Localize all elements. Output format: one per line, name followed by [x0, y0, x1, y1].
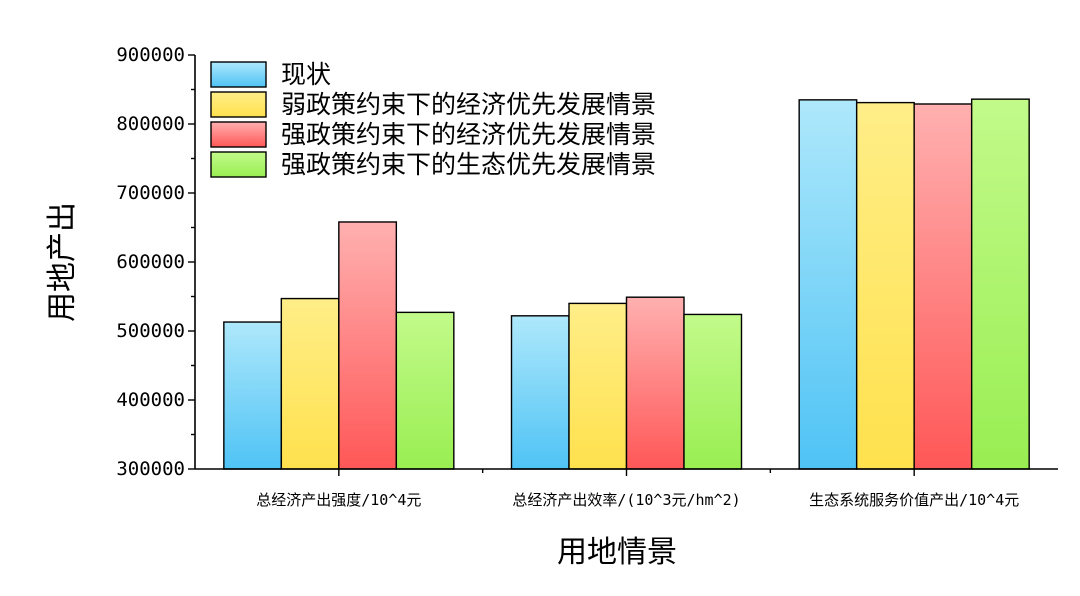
- y-tick-label: 900000: [116, 44, 185, 66]
- legend-label: 强政策约束下的经济优先发展情景: [281, 120, 656, 149]
- bar: [338, 221, 398, 470]
- legend-swatch: [210, 91, 267, 118]
- y-tick-label: 600000: [116, 251, 185, 273]
- x-category-label: 总经济产出效率/(10^3元/hm^2): [512, 491, 740, 509]
- y-tick-label: 300000: [116, 458, 185, 480]
- y-tick-label: 800000: [116, 113, 185, 135]
- bar: [970, 98, 1030, 470]
- legend: 现状弱政策约束下的经济优先发展情景强政策约束下的经济优先发展情景强政策约束下的生…: [210, 60, 656, 179]
- x-category-labels: 总经济产出强度/10^4元 总经济产出效率/(10^3元/hm^2) 生态系统服务价…: [256, 469, 1019, 509]
- x-category-label: 生态系统服务价值产出/10^4元: [809, 491, 1019, 509]
- x-category-label: 总经济产出强度/10^4元: [256, 491, 421, 509]
- bar: [855, 101, 915, 470]
- bar: [280, 297, 340, 470]
- bar: [223, 321, 283, 470]
- legend-label: 现状: [281, 60, 331, 89]
- legend-swatch: [210, 151, 267, 178]
- y-ticks: 300000 400000 500000 600000 700000 800000 9000…: [116, 44, 195, 480]
- bar: [568, 302, 628, 470]
- bar: [625, 296, 685, 470]
- bars-layer: [223, 98, 1030, 470]
- y-axis-title: 用地产出: [45, 202, 80, 322]
- y-tick-label: 400000: [116, 389, 185, 411]
- y-tick-label: 500000: [116, 320, 185, 342]
- legend-swatch: [210, 61, 267, 88]
- legend-swatch: [210, 121, 267, 148]
- legend-label: 强政策约束下的生态优先发展情景: [281, 150, 656, 179]
- bar: [798, 99, 858, 470]
- legend-label: 弱政策约束下的经济优先发展情景: [281, 90, 656, 119]
- bar: [913, 103, 973, 470]
- x-axis-title: 用地情景: [557, 535, 677, 570]
- y-tick-label: 700000: [116, 182, 185, 204]
- bar: [510, 315, 570, 470]
- bar: [395, 311, 455, 470]
- bar: [683, 313, 743, 470]
